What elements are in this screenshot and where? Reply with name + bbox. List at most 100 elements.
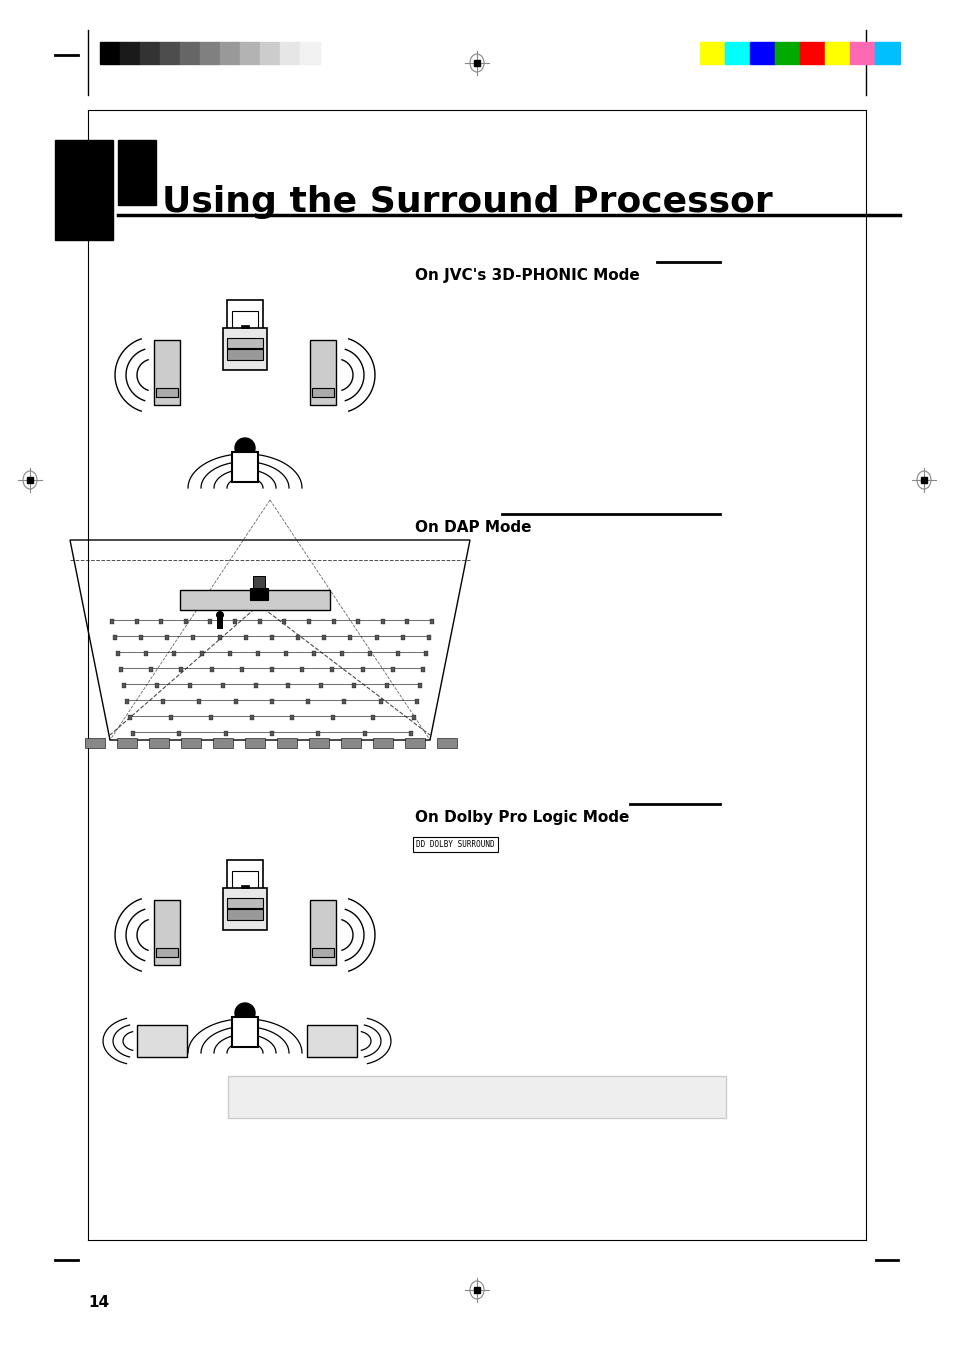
Bar [192, 635, 195, 639]
Bar [153, 340, 180, 405]
Bar [270, 699, 274, 704]
Bar [373, 738, 393, 747]
Bar [310, 340, 335, 405]
Bar [724, 42, 749, 63]
Bar [55, 140, 112, 240]
Bar [312, 948, 334, 956]
Bar [153, 900, 180, 965]
Bar [228, 1077, 725, 1118]
Bar [280, 42, 299, 63]
Bar [169, 715, 172, 720]
Bar [223, 328, 267, 370]
Bar [385, 683, 389, 688]
Bar [331, 715, 335, 720]
Bar [200, 652, 204, 656]
Bar [306, 699, 310, 704]
Bar [209, 619, 213, 625]
Bar [228, 652, 232, 656]
Bar [100, 42, 120, 63]
Bar [348, 635, 352, 639]
Bar [380, 619, 384, 625]
Bar [172, 652, 175, 656]
Bar [270, 666, 274, 672]
Bar [378, 699, 382, 704]
Bar [117, 738, 137, 747]
Bar [180, 42, 200, 63]
Bar [179, 666, 183, 672]
Circle shape [234, 438, 254, 459]
Bar [920, 478, 926, 483]
Circle shape [234, 1004, 254, 1023]
Bar [362, 731, 366, 737]
Bar [85, 738, 105, 747]
Text: On JVC's 3D-PHONIC Mode: On JVC's 3D-PHONIC Mode [415, 268, 639, 283]
Bar [184, 619, 188, 625]
Bar [415, 699, 418, 704]
Bar [144, 652, 148, 656]
Bar [149, 666, 153, 672]
Bar [227, 861, 263, 890]
Bar [156, 389, 178, 397]
Bar [161, 699, 165, 704]
Bar [232, 312, 257, 333]
Bar [241, 325, 249, 328]
Bar [284, 652, 288, 656]
Bar [310, 900, 335, 965]
Bar [255, 652, 260, 656]
Bar [340, 738, 360, 747]
Bar [474, 59, 479, 66]
Bar [330, 666, 335, 672]
Bar [227, 909, 263, 920]
Bar [250, 715, 253, 720]
Bar [405, 619, 409, 625]
Bar [227, 898, 263, 908]
Bar [216, 615, 223, 629]
Bar [120, 42, 140, 63]
Bar [240, 42, 260, 63]
Bar [299, 42, 319, 63]
Bar [241, 885, 249, 888]
Bar [874, 42, 899, 63]
Bar [849, 42, 874, 63]
Bar [253, 683, 257, 688]
Bar [319, 683, 323, 688]
Bar [200, 42, 220, 63]
Bar [180, 590, 330, 610]
Bar [233, 699, 237, 704]
Bar [125, 699, 129, 704]
Bar [824, 42, 849, 63]
Bar [140, 42, 160, 63]
Bar [239, 666, 244, 672]
Bar [430, 619, 434, 625]
Bar [412, 715, 416, 720]
Bar [800, 42, 824, 63]
Text: Using the Surround Processor: Using the Surround Processor [162, 185, 772, 219]
Bar [154, 683, 159, 688]
Bar [295, 635, 300, 639]
Bar [749, 42, 774, 63]
Bar [139, 635, 143, 639]
Bar [332, 619, 335, 625]
Text: DD DOLBY SURROUND: DD DOLBY SURROUND [416, 840, 494, 849]
Bar [360, 666, 364, 672]
Bar [700, 42, 724, 63]
Bar [118, 140, 156, 205]
Bar [210, 666, 213, 672]
Bar [270, 635, 274, 639]
Bar [375, 635, 378, 639]
Bar [312, 389, 334, 397]
Bar [300, 666, 304, 672]
Text: 14: 14 [88, 1295, 109, 1310]
Bar [342, 699, 346, 704]
Bar [188, 683, 192, 688]
Bar [420, 666, 424, 672]
Bar [110, 619, 113, 625]
Bar [160, 42, 180, 63]
Text: On Dolby Pro Logic Mode: On Dolby Pro Logic Mode [415, 809, 629, 826]
Bar [405, 738, 424, 747]
Bar [427, 635, 431, 639]
Bar [223, 731, 228, 737]
Bar [260, 42, 280, 63]
Bar [122, 683, 126, 688]
Bar [282, 619, 286, 625]
